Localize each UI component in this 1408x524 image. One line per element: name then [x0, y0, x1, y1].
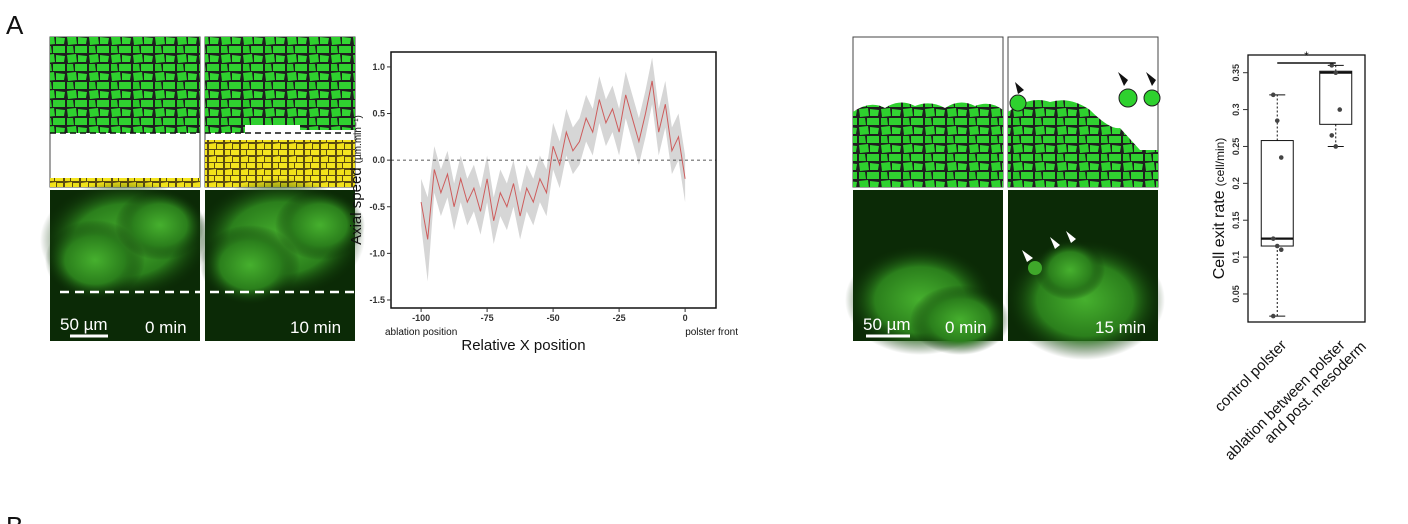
image-block: 50 µm 0 min 10 min — [40, 36, 365, 341]
y-tick-label: 0.3 — [1231, 103, 1241, 116]
y-tick-label: -1.5 — [369, 295, 385, 305]
scale-label: 50 µm — [60, 315, 108, 334]
x-tick-label: -50 — [547, 313, 560, 323]
y-tick-label: 0.5 — [372, 109, 385, 119]
line-series — [420, 80, 686, 240]
y-tick-label: 0.35 — [1231, 64, 1241, 82]
data-point — [1270, 236, 1276, 241]
panel-label: B — [6, 511, 23, 524]
data-point — [1333, 70, 1339, 76]
data-point — [1274, 118, 1280, 123]
time-label: 10 min — [290, 318, 341, 337]
y-axis-label-unit: (µm.min⁻¹) — [353, 115, 364, 163]
box — [1319, 70, 1353, 125]
y-axis-label-main: Cell exit rate — [1211, 190, 1228, 279]
y-tick-label: 0.1 — [1231, 251, 1241, 264]
y-tick-label: 0.15 — [1231, 211, 1241, 229]
y-axis-label-unit: (cell/min) — [1213, 138, 1227, 187]
y-axis-label: Axial speed (µm.min⁻¹) — [348, 115, 365, 245]
data-point — [1278, 155, 1284, 160]
box — [1260, 140, 1294, 247]
x-tick-label: -25 — [613, 313, 626, 323]
y-axis-label: Cell exit rate (cell/min) — [1211, 138, 1228, 280]
data-point — [1278, 247, 1284, 253]
time-label: 0 min — [145, 318, 187, 337]
panel-label: A — [6, 10, 24, 40]
x-tick-label: -75 — [481, 313, 494, 323]
significance-label: * — [1304, 49, 1309, 63]
data-point — [1270, 313, 1276, 319]
x-note: polster front — [685, 327, 738, 338]
y-tick-label: 0.2 — [1231, 177, 1241, 190]
y-axis-label-main: Axial speed — [348, 167, 365, 245]
data-point — [1329, 63, 1335, 68]
x-tick-label: 0 — [683, 313, 688, 323]
x-axis-label: Relative X position — [461, 337, 585, 354]
y-tick-label: 1.0 — [372, 62, 385, 72]
scale-label: 50 µm — [863, 315, 911, 334]
data-point — [1337, 107, 1343, 112]
y-tick-label: -1.0 — [369, 248, 385, 258]
confidence-band — [421, 57, 686, 282]
data-point — [1274, 243, 1280, 249]
x-note: ablation position — [385, 327, 457, 338]
data-point — [1329, 133, 1335, 138]
y-tick-label: 0.25 — [1231, 138, 1241, 156]
y-tick-label: 0.0 — [372, 155, 385, 165]
x-tick-label: -100 — [412, 313, 430, 323]
y-tick-label: 0.05 — [1231, 285, 1241, 303]
time-label: 0 min — [945, 318, 987, 337]
data-point — [1333, 144, 1339, 149]
y-tick-label: -0.5 — [369, 202, 385, 212]
data-point — [1270, 92, 1276, 98]
x-tick-label: ablation between polster — [1222, 337, 1349, 464]
image-block: 50 µm 0 min 15 min — [845, 36, 1165, 360]
plot-frame — [1247, 54, 1366, 323]
time-label: 15 min — [1095, 318, 1146, 337]
